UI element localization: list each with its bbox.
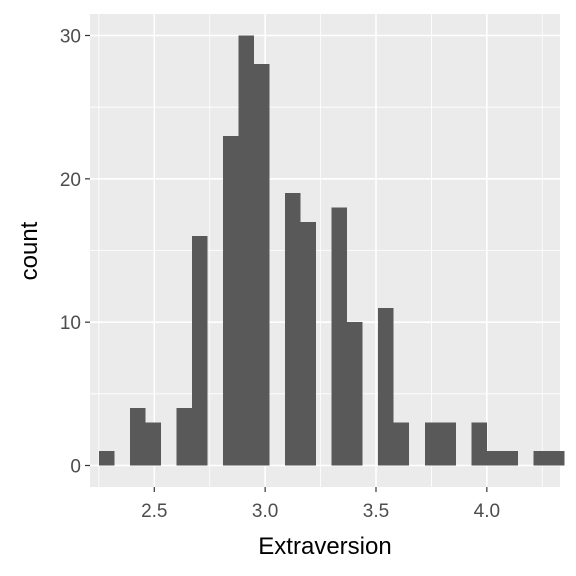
- histogram-bar: [533, 451, 549, 466]
- histogram-bar: [176, 408, 192, 466]
- histogram-bar: [347, 322, 363, 466]
- histogram-bar: [300, 221, 317, 466]
- x-tick-label: 2.5: [141, 501, 167, 522]
- x-tick-label: 3.5: [363, 501, 389, 522]
- x-axis: 2.5 3.0 3.5 4.0: [141, 487, 500, 522]
- histogram-bar: [223, 135, 239, 466]
- histogram-bar: [378, 307, 394, 466]
- y-tick-label: 0: [70, 457, 81, 478]
- histogram-bar: [393, 422, 410, 466]
- histogram-bar: [98, 451, 115, 466]
- histogram-bar: [486, 451, 503, 466]
- x-tick-label: 3.0: [252, 501, 278, 522]
- histogram-bar: [238, 35, 255, 466]
- histogram-bar: [424, 422, 441, 466]
- y-axis: 0 10 20 30: [60, 27, 90, 478]
- y-tick-label: 10: [60, 313, 81, 334]
- histogram-bar: [471, 422, 487, 466]
- x-axis-title: Extraversion: [258, 533, 391, 560]
- histogram-bar: [548, 451, 565, 466]
- y-tick-label: 20: [60, 170, 81, 191]
- y-tick-label: 30: [60, 27, 81, 48]
- histogram-bar: [285, 193, 301, 466]
- histogram-bar: [145, 422, 161, 466]
- x-tick-label: 4.0: [474, 501, 500, 522]
- histogram-bar: [254, 64, 270, 466]
- minor-gridlines: [90, 14, 560, 487]
- histogram-bar: [191, 236, 208, 466]
- bars: [98, 35, 565, 466]
- y-axis-title: count: [16, 221, 43, 280]
- histogram-bar: [502, 451, 518, 466]
- histogram-bar: [129, 408, 146, 466]
- histogram-bar: [440, 422, 456, 466]
- histogram-bar: [331, 207, 348, 466]
